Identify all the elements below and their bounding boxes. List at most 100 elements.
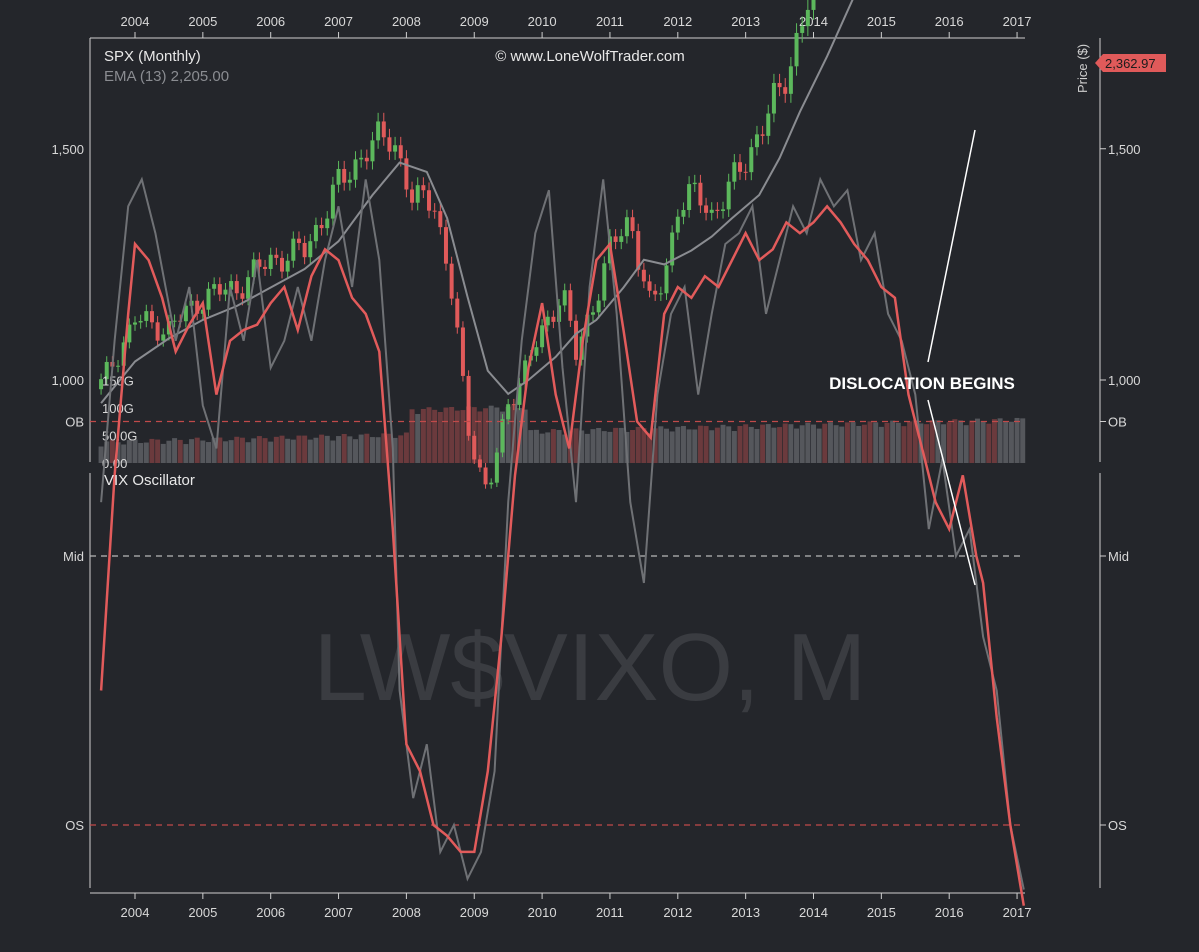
volume-bar xyxy=(827,422,833,463)
candle-body xyxy=(811,0,816,10)
candle-body xyxy=(777,82,782,88)
candle-body xyxy=(754,134,759,148)
volume-bar xyxy=(680,426,686,463)
candle-body xyxy=(641,269,646,282)
candle-body xyxy=(308,241,313,258)
volume-bar xyxy=(353,439,359,463)
candle-body xyxy=(438,211,443,228)
candle-body xyxy=(376,121,381,141)
volume-bar xyxy=(426,407,432,463)
volume-bar xyxy=(844,422,850,463)
volume-bar xyxy=(697,425,703,463)
year-label-top: 2005 xyxy=(188,14,217,29)
candle-body xyxy=(574,320,579,360)
volume-bar xyxy=(1008,421,1014,463)
candle-body xyxy=(443,227,448,264)
annotation-arrow-upper xyxy=(927,129,976,363)
year-label-bottom: 2008 xyxy=(392,905,421,920)
volume-bar xyxy=(618,427,624,463)
candle-body xyxy=(466,375,471,436)
volume-bar xyxy=(336,436,342,463)
volume-tick-label: 150G xyxy=(102,374,134,389)
volume-bar xyxy=(584,433,590,463)
volume-bar xyxy=(596,427,602,463)
volume-bar xyxy=(997,418,1003,463)
candle-body xyxy=(195,300,200,314)
volume-bar xyxy=(601,431,607,463)
candle-body xyxy=(370,140,375,162)
candle-body xyxy=(568,290,573,321)
price-tick-label-right: 1,000 xyxy=(1108,373,1141,388)
year-label-top: 2016 xyxy=(935,14,964,29)
candle-body xyxy=(404,158,409,190)
volume-bar xyxy=(856,425,862,463)
volume-bar xyxy=(183,444,189,463)
level-label-left-ob: OB xyxy=(65,415,84,430)
volume-bar xyxy=(986,423,992,463)
volume-bar xyxy=(816,428,822,463)
last-price-label: 2,362.97 xyxy=(1105,56,1156,71)
year-label-bottom: 2016 xyxy=(935,905,964,920)
ema-label: EMA (13) 2,205.00 xyxy=(104,68,229,85)
candle-body xyxy=(551,316,556,322)
volume-tick-label: 50.0G xyxy=(102,429,137,444)
volume-bar xyxy=(256,436,262,463)
candle-body xyxy=(500,419,505,453)
volume-bar xyxy=(590,429,596,463)
candle-body xyxy=(692,182,697,185)
background-watermark: LW$VIXO, M xyxy=(314,614,867,721)
candle-body xyxy=(144,311,149,321)
candle-body xyxy=(590,312,595,315)
candle-body xyxy=(472,435,477,460)
volume-bar xyxy=(330,440,336,463)
volume-bar xyxy=(403,432,409,463)
candle-body xyxy=(427,190,432,211)
volume-bar xyxy=(873,422,879,463)
level-label-right-os: OS xyxy=(1108,818,1127,833)
year-label-bottom: 2012 xyxy=(663,905,692,920)
symbol-label: SPX (Monthly) xyxy=(104,48,201,65)
candle-body xyxy=(562,290,567,306)
volume-bar xyxy=(290,439,296,463)
candle-body xyxy=(449,263,454,299)
volume-bar xyxy=(941,424,947,463)
volume-bar xyxy=(760,424,766,463)
volume-bar xyxy=(172,438,178,463)
volume-bar xyxy=(946,422,952,463)
volume-bar xyxy=(539,433,545,463)
volume-bar xyxy=(358,434,364,463)
candle-body xyxy=(149,311,154,323)
volume-bar xyxy=(200,440,206,463)
candle-body xyxy=(263,266,268,269)
volume-bar xyxy=(505,406,511,463)
volume-bar xyxy=(313,437,319,463)
volume-bar xyxy=(991,419,997,463)
volume-bar xyxy=(177,439,183,463)
volume-bar xyxy=(839,426,845,463)
year-label-bottom: 2010 xyxy=(528,905,557,920)
year-label-bottom: 2007 xyxy=(324,905,353,920)
year-label-top: 2013 xyxy=(731,14,760,29)
price-tick-label-left: 1,000 xyxy=(51,373,84,388)
level-label-right-mid: Mid xyxy=(1108,549,1129,564)
volume-bar xyxy=(375,437,381,463)
candle-body xyxy=(217,284,222,295)
volume-bar xyxy=(562,434,568,463)
volume-bar xyxy=(115,442,121,463)
candle-body xyxy=(658,293,663,295)
candle-body xyxy=(212,284,217,289)
volume-bar xyxy=(381,433,387,463)
year-label-bottom: 2011 xyxy=(596,905,624,920)
volume-bar xyxy=(533,429,539,463)
year-label-bottom: 2013 xyxy=(731,905,760,920)
candle-body xyxy=(313,224,318,242)
candle-body xyxy=(800,26,805,33)
volume-bar xyxy=(126,440,132,463)
candle-body xyxy=(670,232,675,266)
candle-body xyxy=(760,134,765,136)
volume-bar xyxy=(794,428,800,463)
volume-bar xyxy=(488,405,494,463)
candle-body xyxy=(398,145,403,159)
candle-body xyxy=(257,259,262,267)
